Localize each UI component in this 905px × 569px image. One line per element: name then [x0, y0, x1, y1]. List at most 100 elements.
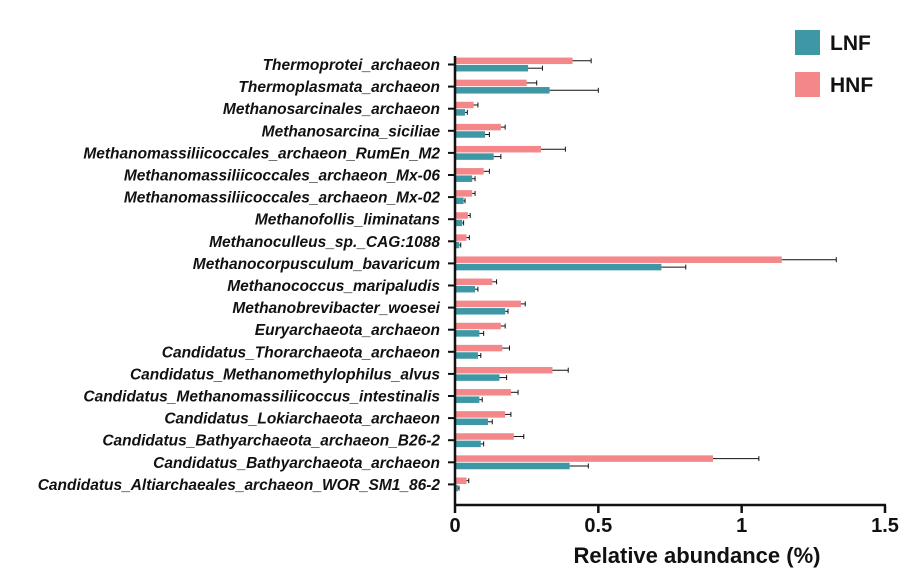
error-bar-lnf-9 — [661, 264, 687, 270]
bar-hnf-2 — [455, 101, 474, 109]
category-labels-layer: Thermoprotei_archaeon Thermoplasmata_arch… — [38, 57, 441, 494]
bar-hnf-9 — [455, 256, 782, 263]
error-bar-lnf-15 — [479, 397, 483, 403]
bar-hnf-10 — [455, 278, 493, 286]
bar-lnf-9 — [455, 263, 662, 271]
bar-hnf-0 — [455, 57, 573, 65]
bars-layer — [455, 57, 782, 492]
bar-lnf-0 — [455, 64, 529, 72]
legend-swatch-hnf — [795, 72, 820, 97]
category-label-19: Candidatus_Altiarchaeales_archaeon_WOR_S… — [38, 477, 441, 494]
category-label-12: Euryarchaeota_archaeon — [255, 322, 440, 339]
bar-lnf-3 — [455, 131, 486, 138]
bar-hnf-3 — [455, 123, 501, 131]
error-bar-lnf-10 — [475, 286, 479, 292]
bar-lnf-7 — [455, 219, 463, 227]
category-label-0: Thermoprotei_archaeon — [263, 57, 440, 74]
bar-lnf-18 — [455, 462, 570, 470]
error-bar-lnf-18 — [569, 463, 589, 469]
bar-lnf-19 — [455, 484, 458, 492]
x-tick-label-0: 0 — [449, 515, 460, 537]
bar-hnf-18 — [455, 455, 713, 462]
category-label-7: Methanofollis_liminatans — [255, 212, 441, 229]
bar-hnf-16 — [455, 411, 506, 418]
error-bar-hnf-2 — [473, 102, 479, 108]
x-ticks-layer: 0 0.5 1 1.5 — [449, 505, 899, 537]
category-label-5: Methanomassiliicoccales_archaeon_Mx-06 — [124, 168, 441, 185]
error-bar-lnf-1 — [549, 87, 599, 93]
error-bar-hnf-14 — [552, 367, 569, 373]
bar-hnf-1 — [455, 79, 527, 87]
error-bar-lnf-16 — [487, 419, 493, 425]
bar-lnf-10 — [455, 285, 476, 293]
bar-hnf-12 — [455, 322, 501, 330]
error-bar-lnf-2 — [465, 109, 468, 115]
category-label-15: Candidatus_Methanomassiliicoccus_intesti… — [83, 389, 440, 406]
error-bar-hnf-15 — [510, 389, 519, 395]
error-bars-layer — [457, 58, 837, 491]
category-label-13: Candidatus_Thorarchaeota_archaeon — [162, 344, 440, 361]
error-bar-lnf-13 — [477, 353, 482, 358]
category-label-1: Thermoplasmata_archaeon — [238, 79, 440, 96]
error-bar-hnf-9 — [781, 257, 837, 263]
category-label-8: Methanoculleus_sp._CAG:1088 — [209, 234, 440, 251]
error-bar-hnf-4 — [541, 146, 566, 152]
x-axis-title: Relative abundance (%) — [574, 543, 821, 568]
error-bar-lnf-4 — [493, 154, 502, 160]
error-bar-hnf-12 — [500, 323, 506, 329]
error-bar-hnf-19 — [466, 478, 470, 484]
bar-lnf-2 — [455, 109, 466, 116]
x-tick-label-3: 1.5 — [871, 515, 899, 537]
error-bar-lnf-6 — [463, 198, 466, 204]
legend: LNF HNF — [795, 30, 873, 97]
bar-lnf-12 — [455, 330, 480, 337]
error-bar-hnf-11 — [520, 301, 526, 307]
error-bar-hnf-16 — [505, 411, 512, 417]
bar-lnf-5 — [455, 175, 473, 182]
error-bar-hnf-1 — [526, 80, 538, 86]
error-bar-lnf-17 — [480, 441, 485, 447]
bar-hnf-19 — [455, 477, 467, 484]
category-label-4: Methanomassiliicoccales_archaeon_RumEn_M… — [83, 145, 440, 162]
bar-lnf-14 — [455, 374, 500, 381]
error-bar-hnf-5 — [483, 168, 490, 174]
category-label-16: Candidatus_Lokiarchaeota_archaeon — [164, 411, 440, 428]
error-bar-lnf-7 — [462, 220, 465, 226]
category-label-6: Methanomassiliicoccales_archaeon_Mx-02 — [124, 190, 441, 207]
error-bar-hnf-13 — [502, 345, 510, 351]
category-label-11: Methanobrevibacter_woesei — [232, 300, 440, 317]
error-bar-lnf-12 — [479, 330, 485, 336]
error-bar-hnf-0 — [572, 58, 592, 64]
bar-hnf-11 — [455, 300, 521, 308]
bar-hnf-17 — [455, 433, 514, 440]
error-bar-lnf-11 — [505, 308, 509, 314]
error-bar-lnf-19 — [457, 485, 460, 491]
error-bar-lnf-14 — [499, 375, 508, 381]
bar-hnf-6 — [455, 190, 473, 197]
category-label-17: Candidatus_Bathyarchaeota_archaeon_B26-2 — [102, 433, 440, 450]
error-bar-hnf-6 — [472, 190, 476, 196]
bar-hnf-5 — [455, 168, 484, 175]
bar-hnf-14 — [455, 366, 553, 374]
bar-lnf-6 — [455, 197, 464, 205]
bar-lnf-13 — [455, 352, 478, 359]
legend-label-hnf: HNF — [830, 74, 873, 97]
bar-lnf-4 — [455, 153, 494, 160]
error-bar-lnf-0 — [528, 65, 543, 71]
legend-label-lnf: LNF — [830, 32, 871, 55]
legend-swatch-lnf — [795, 30, 820, 55]
error-bar-lnf-8 — [459, 242, 462, 248]
error-bar-lnf-3 — [485, 132, 490, 137]
category-label-2: Methanosarcinales_archaeon — [223, 101, 440, 118]
x-tick-label-1: 0.5 — [584, 515, 612, 537]
category-label-3: Methanosarcina_siciliae — [262, 123, 441, 140]
error-bar-hnf-3 — [500, 124, 506, 130]
bar-lnf-16 — [455, 418, 488, 426]
error-bar-hnf-18 — [713, 456, 760, 462]
category-label-18: Candidatus_Bathyarchaeota_archaeon — [153, 455, 440, 472]
bar-lnf-8 — [455, 241, 460, 249]
bar-lnf-1 — [455, 87, 550, 94]
error-bar-hnf-10 — [492, 279, 498, 285]
category-label-9: Methanocorpusculum_bavaricum — [193, 256, 440, 273]
